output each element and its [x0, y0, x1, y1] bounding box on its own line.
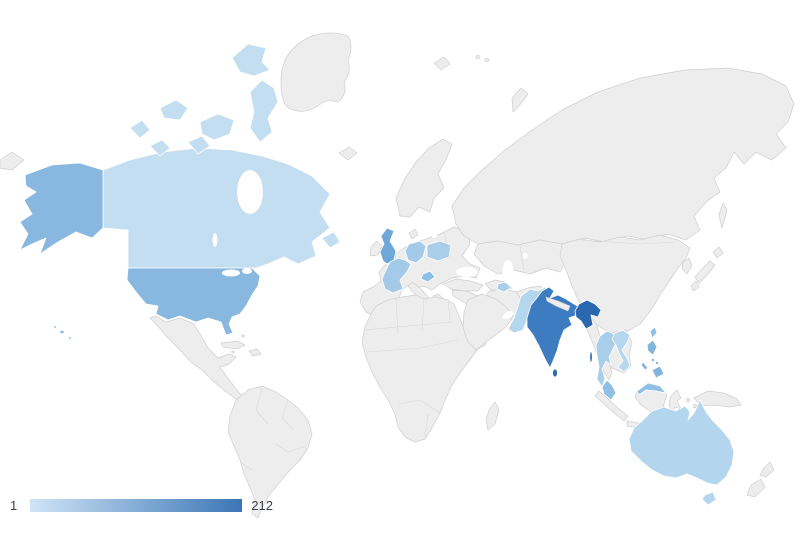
landmass-japan-kyushu[interactable]: [690, 280, 700, 292]
landmass-chukotka-wrap[interactable]: [0, 151, 25, 171]
landmass-iceland[interactable]: [338, 146, 358, 161]
landmass-svalbard[interactable]: [433, 56, 451, 71]
country-borders: [239, 231, 677, 471]
lake-winnipeg: [212, 233, 218, 247]
country-canada-newfoundland[interactable]: [321, 231, 341, 249]
country-australia[interactable]: [628, 399, 735, 486]
legend-gradient-rect: [30, 499, 243, 512]
landmass-jamaica[interactable]: [231, 350, 235, 354]
lake-aral: [522, 253, 528, 259]
sea-persian-gulf: [502, 311, 514, 319]
country-malaysia-borneo[interactable]: [636, 382, 667, 396]
country-united-states-alaska[interactable]: [19, 162, 104, 255]
landmass-south-america[interactable]: [227, 385, 313, 519]
landmass-mexico-central-america[interactable]: [149, 315, 251, 406]
country-philippines-luzon[interactable]: [646, 339, 658, 356]
landmass-moluccas[interactable]: [693, 404, 697, 408]
country-vietnam[interactable]: [611, 329, 631, 373]
border-line: [281, 399, 295, 431]
country-canada-baffin[interactable]: [249, 79, 279, 143]
country-croatia[interactable]: [420, 270, 436, 283]
lake-great-lakes: [222, 269, 240, 277]
landmass-ireland[interactable]: [369, 240, 383, 257]
border-line: [363, 321, 453, 331]
country-canada-victoria[interactable]: [199, 113, 235, 141]
border-line: [275, 443, 307, 453]
landmass-japan-hokkaido[interactable]: [712, 246, 724, 259]
landmass-new-guinea[interactable]: [693, 390, 742, 408]
landmass-new-zealand-south[interactable]: [746, 478, 766, 498]
legend-gradient-bar: [30, 499, 243, 512]
landmass-novaya-zemlya[interactable]: [511, 87, 529, 113]
landmass-sakhalin[interactable]: [718, 202, 728, 229]
landmass-bahamas[interactable]: [241, 334, 245, 338]
country-united-states-hawaii[interactable]: [53, 325, 57, 329]
country-united-states-hawaii[interactable]: [59, 329, 65, 334]
border-line: [581, 239, 677, 245]
landmass-central-asia[interactable]: [473, 239, 569, 275]
inland-seas: [212, 170, 528, 319]
country-canada-island[interactable]: [159, 99, 189, 121]
country-poland[interactable]: [426, 240, 452, 262]
landmass-africa[interactable]: [361, 294, 490, 443]
legend-max-label: 212: [251, 498, 273, 513]
border-line: [519, 245, 525, 271]
country-azerbaijan[interactable]: [496, 281, 512, 293]
neutral-overlays: [545, 296, 571, 312]
border-line: [397, 399, 441, 414]
border-line: [239, 461, 253, 471]
country-india-andaman[interactable]: [589, 351, 593, 363]
landmass-cuba[interactable]: [220, 340, 246, 350]
country-philippines-visayas[interactable]: [651, 357, 656, 362]
country-canada-island[interactable]: [129, 119, 151, 139]
legend-gradient-svg: [30, 499, 243, 512]
country-taiwan[interactable]: [649, 326, 658, 339]
landmass-turkey[interactable]: [442, 278, 484, 292]
country-philippines-visayas[interactable]: [655, 360, 660, 365]
landmass-greenland[interactable]: [280, 32, 352, 112]
country-australia-tasmania[interactable]: [701, 491, 717, 506]
landmass-sumatra[interactable]: [594, 390, 629, 422]
landmass-hispaniola[interactable]: [248, 348, 262, 357]
landmass-nepal[interactable]: [545, 296, 571, 312]
landmass-arctic-isle[interactable]: [475, 55, 481, 59]
border-line: [447, 299, 451, 321]
country-malaysia-peninsula[interactable]: [601, 379, 617, 401]
country-sri-lanka[interactable]: [552, 368, 558, 378]
highlighted-countries: [19, 43, 735, 506]
country-united-states[interactable]: [126, 267, 261, 336]
landmass-arctic-isle[interactable]: [484, 58, 490, 62]
country-bangladesh[interactable]: [574, 299, 602, 330]
landmass-moluccas[interactable]: [686, 398, 690, 402]
border-line: [365, 339, 459, 353]
landmass-madagascar[interactable]: [485, 401, 500, 431]
landmass-scandinavia[interactable]: [395, 138, 453, 218]
landmass-new-zealand-north[interactable]: [759, 461, 775, 478]
country-france[interactable]: [381, 257, 412, 294]
country-philippines-palawan[interactable]: [640, 361, 649, 371]
country-canada-island[interactable]: [149, 139, 171, 157]
landmasses: [0, 32, 795, 519]
landmass-denmark[interactable]: [408, 228, 419, 240]
landmass-korea[interactable]: [681, 257, 693, 275]
country-philippines-mindanao[interactable]: [651, 365, 665, 379]
border-line: [255, 387, 269, 425]
legend: 1 212: [10, 498, 273, 513]
border-line: [395, 298, 399, 335]
lake-great-lakes: [242, 268, 252, 274]
sea-caspian: [502, 260, 514, 284]
landmass-arabia[interactable]: [462, 293, 514, 351]
sea-black: [456, 267, 478, 277]
sea-baltic: [430, 218, 438, 238]
sea-hudson-bay: [237, 170, 263, 214]
country-germany[interactable]: [404, 240, 427, 264]
landmass-japan-honshu[interactable]: [694, 260, 716, 284]
country-united-states-hawaii[interactable]: [68, 336, 73, 340]
legend-min-label: 1: [10, 498, 18, 513]
country-canada-ellesmere[interactable]: [231, 43, 271, 77]
country-canada-island[interactable]: [187, 135, 211, 155]
border-line: [424, 413, 429, 438]
